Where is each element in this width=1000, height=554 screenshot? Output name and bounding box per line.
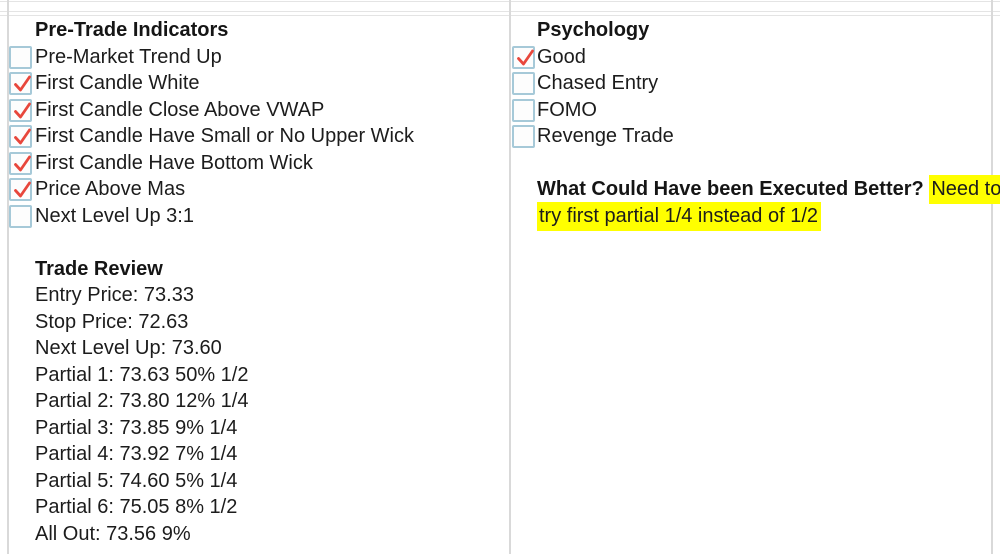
checkbox-checked[interactable]: [9, 72, 32, 95]
trade-review-line: Partial 1: 73.63 50% 1/2: [35, 363, 249, 386]
trade-review-line: Partial 5: 74.60 5% 1/4: [35, 469, 238, 492]
checkbox-checked[interactable]: [9, 98, 32, 122]
blank-row: [512, 150, 991, 177]
checklist-item: FOMO: [512, 97, 991, 124]
psychology-title: Psychology: [537, 19, 650, 41]
pretrade-title: Pre-Trade Indicators: [35, 19, 229, 41]
improvement-question: What Could Have been Executed Better?: [537, 178, 924, 200]
checkbox-checked[interactable]: [9, 178, 32, 201]
psychology-checklist: Good Chased Entry FOMO Revenge Trade: [512, 44, 991, 150]
trade-review-line: All Out: 73.56 9%: [35, 522, 191, 545]
trade-review-line: Next Level Up: 73.60: [35, 337, 222, 359]
grid-vline-left: [7, 0, 9, 554]
trade-review-line: Partial 2: 73.80 12% 1/4: [35, 390, 249, 412]
checklist-item: First Candle Close Above VWAP: [9, 97, 507, 124]
checklist-item-label: Pre-Market Trend Up: [35, 45, 222, 68]
checklist-item-label: FOMO: [537, 98, 597, 121]
improvement-question-line: What Could Have been Executed Better? Ne…: [512, 175, 1000, 204]
checklist-item: First Candle White: [9, 70, 507, 97]
psychology-cell: Psychology Good Chased Entry FOMO Revenge T…: [512, 17, 1000, 554]
checklist-item: Pre-Market Trend Up: [9, 44, 507, 71]
checklist-item-label: First Candle Have Bottom Wick: [35, 151, 313, 174]
checkbox-unchecked[interactable]: [512, 98, 535, 122]
improvement-answer-part2: try first partial 1/4 instead of 1/2: [537, 201, 822, 231]
checklist-item-label: Chased Entry: [537, 72, 659, 94]
checklist-item-label: First Candle Close Above VWAP: [35, 98, 325, 121]
pretrade-checklist: Pre-Market Trend Up First Candle White Fir…: [9, 44, 507, 230]
checklist-item: Revenge Trade: [512, 123, 991, 150]
checklist-item: Chased Entry: [512, 70, 991, 97]
checklist-item-label: Price Above Mas: [35, 178, 186, 200]
checklist-item-label: Good: [537, 45, 586, 68]
checkbox-unchecked[interactable]: [9, 204, 32, 228]
trade-review-line: Partial 3: 73.85 9% 1/4: [35, 416, 238, 439]
checklist-item: Good: [512, 44, 991, 71]
trade-review-line: Partial 6: 75.05 8% 1/2: [35, 496, 238, 518]
grid-vline-middle: [509, 0, 511, 554]
checklist-item-label: First Candle Have Small or No Upper Wick: [35, 125, 414, 147]
grid-hline-row-gap-upper: [0, 11, 1000, 12]
checkbox-checked[interactable]: [9, 125, 32, 148]
checklist-item-label: Revenge Trade: [537, 125, 674, 147]
checklist-item-label: First Candle White: [35, 72, 200, 94]
checkbox-unchecked[interactable]: [9, 45, 32, 69]
trade-review-lines: Entry Price: 73.33 Stop Price: 72.63 Next …: [9, 282, 507, 547]
checkbox-unchecked[interactable]: [512, 125, 535, 148]
pretrade-cell: Pre-Trade Indicators Pre-Market Trend Up…: [9, 17, 507, 554]
checkbox-unchecked[interactable]: [512, 72, 535, 95]
checklist-item: First Candle Have Small or No Upper Wick: [9, 123, 507, 150]
grid-vline-right: [991, 0, 993, 554]
trade-review-line: Stop Price: 72.63: [35, 310, 189, 333]
checkbox-checked[interactable]: [512, 45, 535, 69]
trade-review-line: Partial 4: 73.92 7% 1/4: [35, 443, 238, 465]
checklist-item: Next Level Up 3:1: [9, 203, 507, 230]
grid-hline-row-gap-lower: [0, 15, 1000, 16]
checklist-item: First Candle Have Bottom Wick: [9, 150, 507, 177]
trade-review-title: Trade Review: [35, 257, 163, 280]
improvement-answer-line: try first partial 1/4 instead of 1/2: [512, 201, 991, 231]
checkbox-checked[interactable]: [9, 151, 32, 175]
trade-review-line: Entry Price: 73.33: [35, 284, 194, 306]
checklist-item: Price Above Mas: [9, 176, 507, 203]
checklist-item-label: Next Level Up 3:1: [35, 204, 194, 227]
grid-hline-top: [0, 1, 1000, 2]
blank-row: [9, 229, 507, 256]
improvement-answer-part1: Need to: [929, 175, 1000, 204]
